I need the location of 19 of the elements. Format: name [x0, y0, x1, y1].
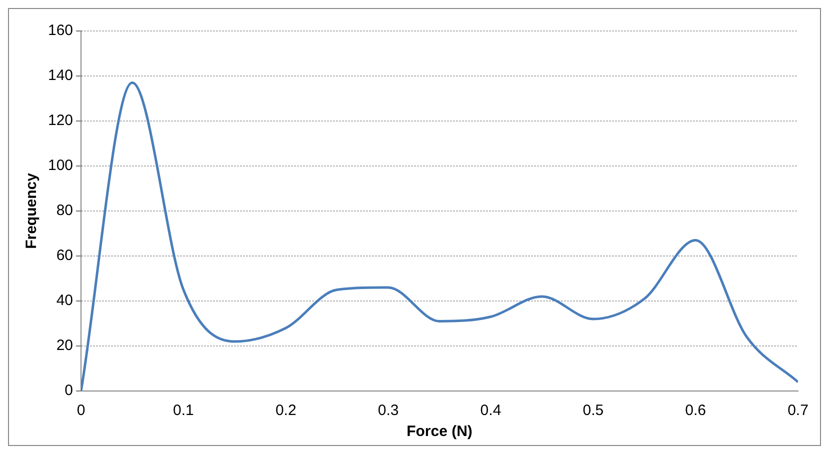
- y-tick-label: 140: [48, 67, 74, 84]
- y-tick-label: 80: [56, 202, 74, 220]
- y-tick-label: 20: [56, 337, 74, 354]
- x-tick-label: 0.3: [378, 402, 399, 420]
- x-tick-label: 0.4: [480, 402, 502, 420]
- x-tick-label: 0.7: [788, 402, 808, 420]
- y-tick-label: 100: [48, 157, 74, 174]
- x-tick-label: 0.6: [685, 402, 706, 420]
- x-axis-title: Force (N): [406, 423, 472, 440]
- y-tick-label: 160: [48, 22, 74, 40]
- y-tick-label: 40: [56, 292, 74, 310]
- y-tick-label: 120: [48, 112, 74, 130]
- y-tick-label: 0: [64, 382, 74, 400]
- y-axis-title: Frequency: [23, 172, 40, 249]
- x-tick-label: 0: [76, 402, 86, 420]
- x-tick-label: 0.1: [173, 402, 194, 420]
- x-tick-label: 0.2: [275, 402, 296, 420]
- x-tick-label: 0.5: [582, 402, 604, 420]
- y-tick-label: 60: [56, 247, 74, 264]
